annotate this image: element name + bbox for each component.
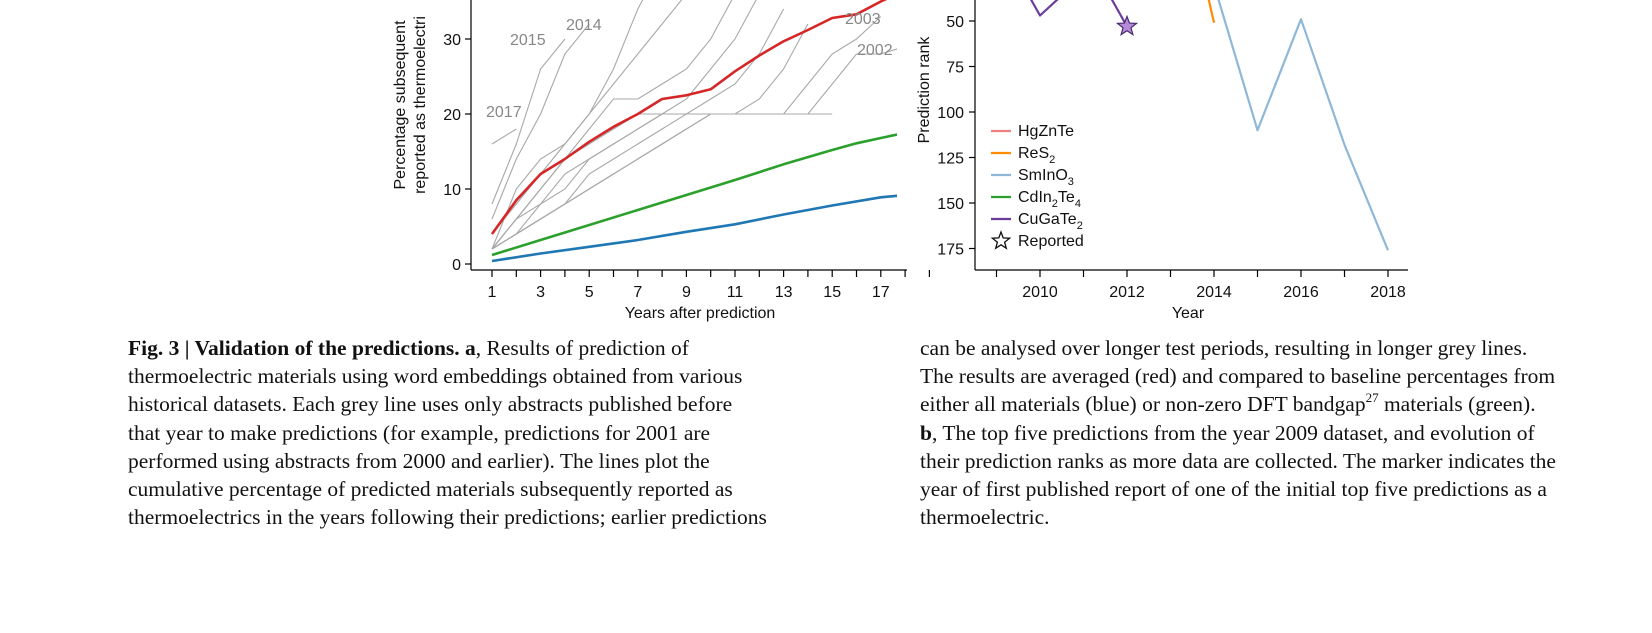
x-tick-label: 3	[536, 284, 545, 301]
caption-line: year of first published report of one of…	[920, 477, 1547, 502]
caption-line: their prediction ranks as more data are …	[920, 448, 1556, 473]
fig-label: Fig. 3 | Validation of the predictions.	[128, 336, 460, 360]
x-tick-label: 2010	[1022, 284, 1058, 301]
caption-right-column: can be analysed over longer test periods…	[920, 334, 1650, 531]
panel-b-y-label: Prediction rank	[916, 36, 933, 144]
panel-b-y-ticks: 50 75 100 125 150 175	[937, 14, 975, 259]
series-line-2	[491, 194, 897, 263]
panel-a-x-label: Years after prediction	[625, 305, 776, 322]
panel-b-x-ticks: 2010 2012 2014 2016 2018	[995, 270, 1406, 301]
x-tick-label: 5	[585, 284, 594, 301]
rank-line-CuGaTe2	[1030, 0, 1128, 28]
panel-a-series	[490, 0, 897, 263]
panel-a-y-label-line2: reported as thermoelectri	[412, 16, 429, 194]
year-label: 2003	[845, 11, 881, 28]
reference-superscript: 27	[1365, 390, 1379, 406]
caption-line: that year to make predictions (for examp…	[128, 420, 711, 445]
grey-prediction-line-9	[491, 16, 882, 250]
x-tick-label: 1	[488, 284, 497, 301]
panel-a-y-ticks: 0 10 20 30	[443, 32, 471, 274]
legend-label: CdIn2Te4	[1018, 189, 1081, 210]
year-label: 2017	[486, 104, 522, 121]
caption-text: , The top five predictions from the year…	[931, 420, 1535, 445]
rank-line-ReS2	[1207, 0, 1216, 24]
grey-prediction-line-0	[491, 128, 517, 145]
panel-a-y-label-line1: Percentage subsequent	[392, 20, 409, 190]
year-label: 2002	[857, 42, 893, 59]
rank-line-SmInO3	[1217, 0, 1390, 251]
grey-prediction-line-11	[491, 113, 833, 250]
caption-line: historical datasets. Each grey line uses…	[128, 392, 733, 417]
x-tick-label: 13	[775, 284, 793, 301]
caption-line: cumulative percentage of predicted mater…	[128, 477, 733, 502]
y-tick-label: 150	[937, 196, 964, 213]
caption-line: thermoelectric materials using word embe…	[128, 364, 743, 389]
caption-line: The results are averaged (red) and compa…	[920, 364, 1556, 389]
panel-b-x-label: Year	[1172, 305, 1205, 322]
x-tick-label: 17	[872, 284, 890, 301]
legend-reported-label: Reported	[1018, 233, 1084, 250]
legend-label: ReS2	[1018, 145, 1055, 166]
x-tick-label: 15	[823, 284, 841, 301]
reported-star-marker	[1115, 14, 1139, 36]
grey-prediction-line-10	[491, 48, 897, 250]
y-tick-label: 20	[443, 107, 461, 124]
caption-line: thermoelectrics in the years following t…	[128, 505, 767, 530]
series-line-1	[491, 133, 897, 257]
panel-b: 50 75 100 125 150 175 2010 2012 2014 2016 2018 Ye…	[916, 0, 1408, 322]
x-tick-label: 2014	[1196, 284, 1232, 301]
panel-a-year-labels: 2017 2015 2014 2003 2002	[486, 11, 893, 121]
year-label: 2015	[510, 32, 546, 49]
caption-text: materials (green).	[1378, 392, 1536, 417]
y-tick-label: 125	[937, 151, 964, 168]
caption-line: performed using abstracts from 2000 and …	[128, 448, 710, 473]
y-tick-label: 50	[946, 14, 964, 31]
legend-label: HgZnTe	[1018, 123, 1074, 140]
y-tick-label: 0	[452, 257, 461, 274]
panel-b-series	[1030, 0, 1390, 251]
panel-a-x-ticks: 1 3 5 7 9 11 13 15 17	[488, 270, 931, 301]
legend-label: SmInO3	[1018, 167, 1074, 188]
year-label: 2014	[566, 17, 602, 34]
x-tick-label: 9	[682, 284, 691, 301]
grey-prediction-line-7	[491, 8, 785, 250]
x-tick-label: 2016	[1283, 284, 1319, 301]
legend-label: CuGaTe2	[1018, 211, 1083, 232]
y-tick-label: 75	[946, 60, 964, 77]
grey-prediction-line-2	[491, 23, 590, 220]
y-tick-label: 30	[443, 32, 461, 49]
y-tick-label: 175	[937, 242, 964, 259]
caption-line: b, The top five predictions from the yea…	[920, 419, 1650, 447]
caption-line: can be analysed over longer test periods…	[920, 336, 1528, 360]
panel-b-ref: b	[920, 420, 932, 445]
caption-text: either all materials (blue) or non-zero …	[920, 392, 1366, 417]
grey-prediction-line-1	[491, 38, 566, 205]
x-tick-label: 2018	[1370, 284, 1406, 301]
y-tick-label: 10	[443, 182, 461, 199]
y-tick-label: 100	[937, 105, 964, 122]
grey-prediction-line-8	[491, 23, 809, 250]
x-tick-label: 11	[727, 284, 744, 301]
caption-line: thermoelectric.	[920, 505, 1050, 530]
x-tick-label: 2012	[1109, 284, 1145, 301]
panel-a-grey-lines	[491, 0, 897, 250]
panel-a-ref: a	[465, 336, 476, 360]
caption-text: , Results of prediction of	[475, 336, 689, 360]
x-tick-label: 7	[633, 284, 642, 301]
caption-line: Fig. 3 | Validation of the predictions. …	[128, 334, 888, 362]
legend-star-icon	[990, 230, 1012, 250]
caption-left-column: Fig. 3 | Validation of the predictions. …	[128, 334, 888, 531]
series-line-0	[490, 0, 888, 235]
caption-line: either all materials (blue) or non-zero …	[920, 390, 1650, 418]
